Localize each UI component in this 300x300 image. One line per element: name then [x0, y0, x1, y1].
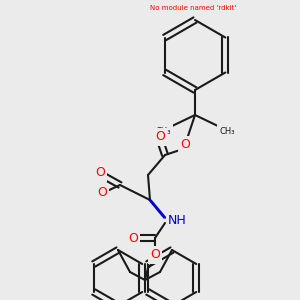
- Text: O: O: [180, 139, 190, 152]
- Text: NH: NH: [168, 214, 186, 226]
- Text: O: O: [95, 167, 105, 179]
- Text: O: O: [128, 232, 138, 244]
- Text: CH₃: CH₃: [219, 127, 235, 136]
- Text: O: O: [155, 130, 165, 143]
- Text: CH₃: CH₃: [155, 127, 171, 136]
- Text: No module named 'rdkit': No module named 'rdkit': [150, 5, 236, 11]
- Text: O: O: [150, 248, 160, 262]
- Text: O: O: [97, 187, 107, 200]
